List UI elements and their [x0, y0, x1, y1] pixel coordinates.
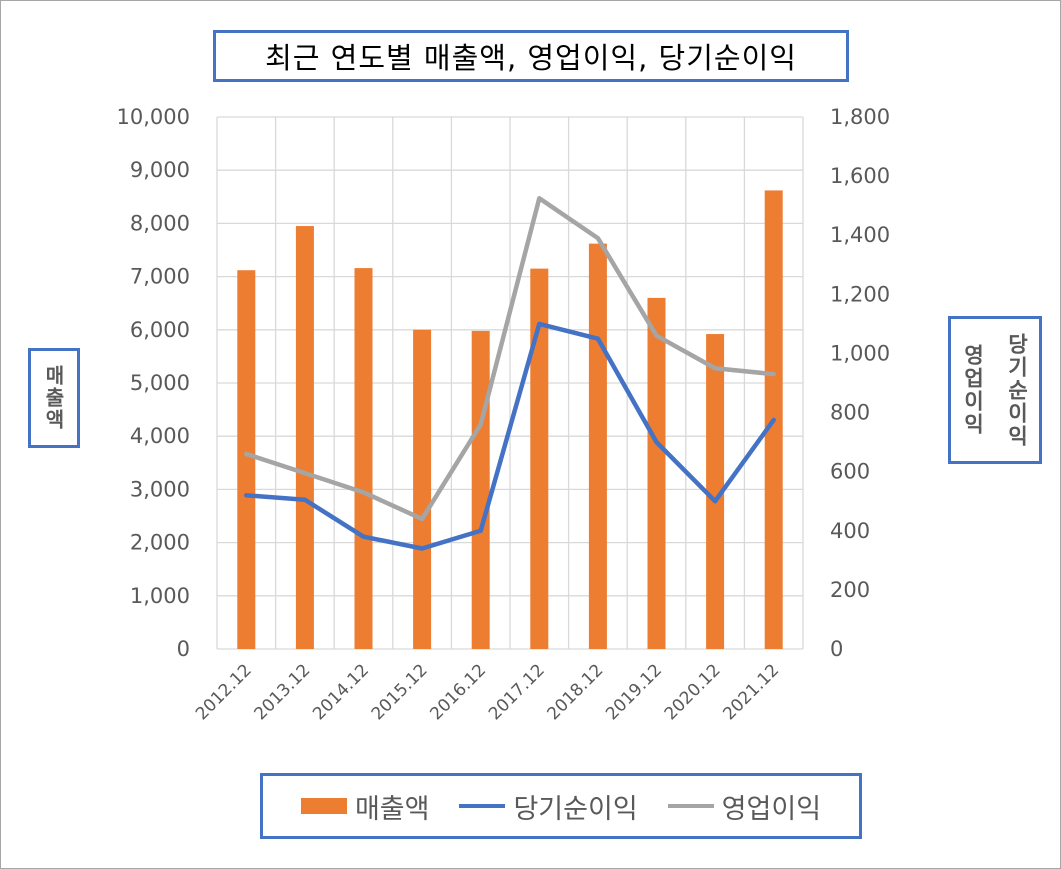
- x-tick-label: 2020.12: [661, 660, 725, 724]
- left-tick-label: 7,000: [130, 265, 190, 289]
- bar-sales: [706, 334, 725, 649]
- x-tick-label: 2016.12: [426, 660, 490, 724]
- line-operating-profit: [244, 196, 776, 522]
- right-tick-label: 1,200: [830, 282, 890, 306]
- x-tick-label: 2021.12: [719, 660, 783, 724]
- x-tick-label: 2015.12: [368, 660, 432, 724]
- right-tick-label: 400: [830, 519, 870, 543]
- legend-label-operating-profit: 영업이익: [721, 793, 822, 825]
- left-tick-label: 9,000: [130, 158, 190, 182]
- x-tick-label: 2019.12: [602, 660, 666, 724]
- left-tick-label: 8,000: [130, 211, 190, 235]
- right-tick-label: 1,400: [830, 223, 890, 247]
- x-tick-label: 2012.12: [192, 660, 256, 724]
- right-tick-label: 800: [830, 401, 870, 425]
- bar-sales: [647, 297, 666, 649]
- left-tick-label: 6,000: [130, 318, 190, 342]
- left-tick-label: 1,000: [130, 584, 190, 608]
- left-axis-label: 매출액: [41, 365, 66, 431]
- bar-sales: [237, 270, 256, 649]
- legend: 매출액 당기순이익 영업이익: [260, 773, 862, 839]
- legend-label-sales: 매출액: [354, 793, 430, 825]
- legend-swatch-sales: [300, 798, 347, 814]
- chart-title-box: 최근 연도별 매출액, 영업이익, 당기순이익: [213, 30, 849, 82]
- right-tick-label: 1,600: [830, 164, 890, 188]
- left-tick-label: 5,000: [130, 371, 190, 395]
- right-tick-label: 0: [830, 637, 843, 661]
- legend-label-net-income: 당기순이익: [513, 793, 638, 825]
- right-tick-label: 200: [830, 578, 870, 602]
- right-tick-label: 1,800: [830, 105, 890, 129]
- right-tick-label: 1,000: [830, 341, 890, 365]
- right-axis-label-box: 당기순이익 영업이익: [948, 316, 1042, 464]
- legend-swatch-net-income: [459, 804, 506, 808]
- x-tick-label: 2018.12: [544, 660, 608, 724]
- x-tick-label: 2017.12: [485, 660, 549, 724]
- legend-item-net-income: 당기순이익: [459, 787, 638, 826]
- left-tick-label: 4,000: [130, 424, 190, 448]
- legend-swatch-operating-profit: [667, 804, 714, 808]
- bar-sales: [588, 243, 607, 649]
- legend-item-sales: 매출액: [300, 787, 430, 826]
- bar-sales: [413, 329, 432, 649]
- x-tick-label: 2013.12: [251, 660, 315, 724]
- left-tick-label: 10,000: [117, 105, 190, 129]
- right-axis-label-net-income: 당기순이익: [1005, 332, 1029, 448]
- bar-sales: [354, 268, 373, 649]
- bar-sales: [530, 268, 549, 649]
- right-tick-label: 600: [830, 460, 870, 484]
- bar-sales: [471, 330, 490, 649]
- left-axis-label-box: 매출액: [28, 348, 80, 448]
- right-axis-label-operating-profit: 영업이익: [961, 344, 985, 436]
- bars-sales: [237, 190, 783, 649]
- chart-title: 최근 연도별 매출액, 영업이익, 당기순이익: [265, 41, 797, 75]
- left-tick-label: 0: [177, 637, 190, 661]
- gridlines: [216, 116, 804, 650]
- x-tick-label: 2014.12: [309, 660, 373, 724]
- line-net-income: [244, 321, 776, 551]
- left-tick-label: 3,000: [130, 477, 190, 501]
- bar-sales: [295, 226, 314, 649]
- left-tick-label: 2,000: [130, 531, 190, 555]
- lines: [244, 196, 776, 551]
- legend-item-operating-profit: 영업이익: [667, 787, 822, 826]
